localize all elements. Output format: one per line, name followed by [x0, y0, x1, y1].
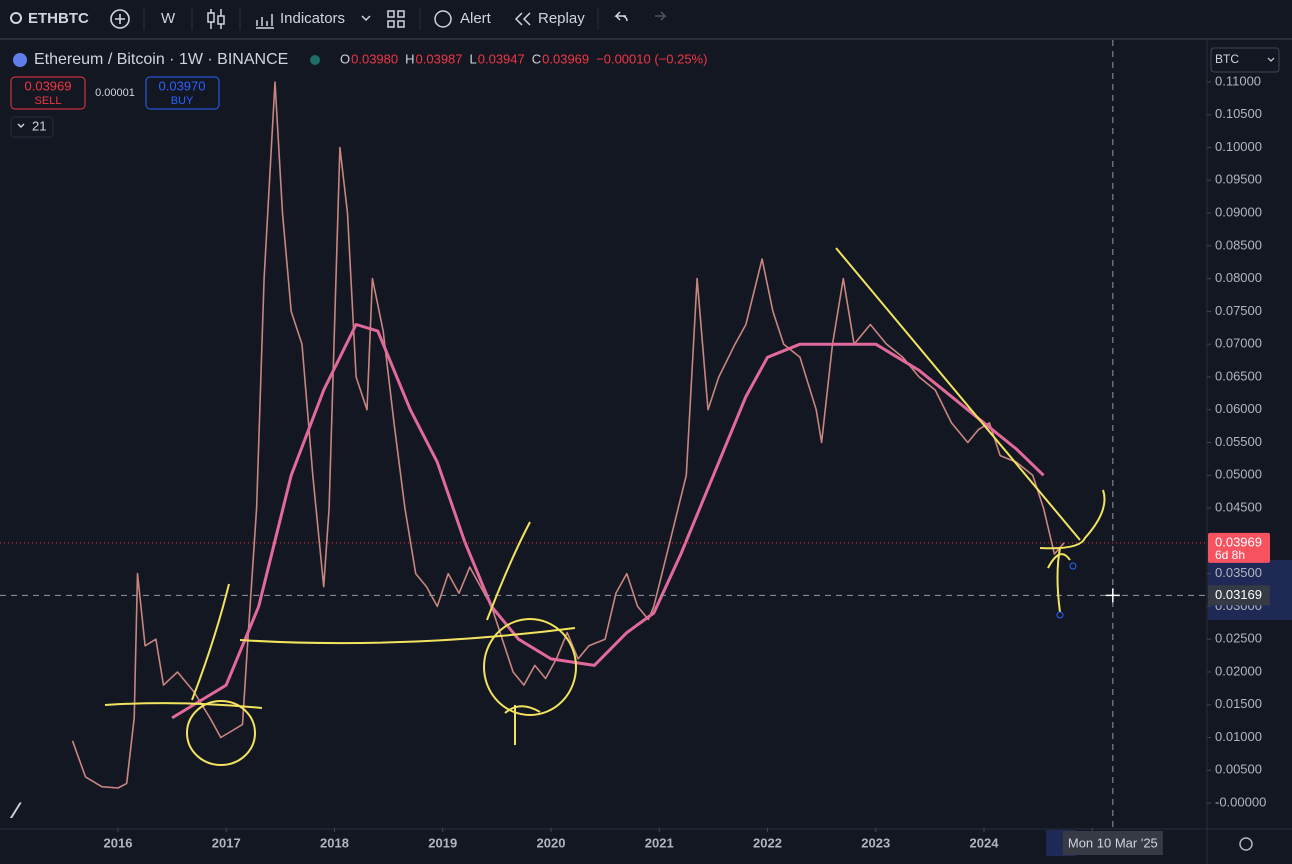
- undo[interactable]: [614, 11, 628, 22]
- x-tick-label: 2019: [428, 835, 457, 850]
- y-tick-label: 0.09500: [1215, 172, 1262, 187]
- add-icon: [115, 14, 125, 24]
- y-tick-label: 0.06000: [1215, 401, 1262, 416]
- x-tick-label: 2016: [104, 835, 133, 850]
- y-tick-label: 0.01500: [1215, 696, 1262, 711]
- ohlc-key: L: [470, 51, 477, 66]
- dropdown[interactable]: [361, 15, 371, 22]
- layout-icon[interactable]: [387, 10, 405, 28]
- y-tick-label: 0.08000: [1215, 270, 1262, 285]
- currency: BTC: [1215, 52, 1239, 66]
- y-tick-label: 0.07500: [1215, 303, 1262, 318]
- y-tick-label: 0.02000: [1215, 663, 1262, 678]
- ohlc-value: 0.03947: [478, 51, 525, 66]
- crosshair-date: Mon 10 Mar '25: [1068, 835, 1158, 850]
- x-tick-label: 2024: [970, 835, 1000, 850]
- moving-average: [171, 323, 1045, 720]
- chevron: [17, 123, 25, 128]
- interval[interactable]: W: [161, 10, 176, 27]
- search-icon[interactable]: [10, 12, 22, 24]
- x-tick-label: 2018: [320, 835, 349, 850]
- replay-icon[interactable]: [514, 12, 531, 26]
- last-price-label: 0.03969: [1215, 534, 1262, 549]
- y-tick-label: 0.10500: [1215, 106, 1262, 121]
- cursor: [1105, 588, 1120, 603]
- currency-select[interactable]: [1210, 47, 1280, 73]
- y-tick-label: 0.09000: [1215, 205, 1262, 220]
- market-status: [310, 55, 320, 65]
- ohlc-key: C: [532, 51, 541, 66]
- annotations: [104, 247, 1106, 766]
- replay[interactable]: Replay: [538, 10, 585, 27]
- sell-button[interactable]: [10, 76, 86, 110]
- x-tick-label: 2021: [645, 835, 674, 850]
- buy-button[interactable]: [145, 76, 220, 110]
- y-tick-label: 0.08500: [1215, 237, 1262, 252]
- y-tick-label: 0.01000: [1215, 729, 1262, 744]
- plot-area: [0, 40, 1207, 828]
- alert-icon[interactable]: [434, 10, 452, 28]
- handle: [1056, 611, 1064, 619]
- countdown: 6d 8h: [1215, 548, 1245, 562]
- y-tick-label: 0.05500: [1215, 434, 1262, 449]
- legend-title: Ethereum / Bitcoin · 1W · BINANCE: [34, 51, 288, 68]
- y-tick-label: 0.05000: [1215, 467, 1262, 482]
- x-tick-label: 2020: [537, 835, 566, 850]
- y-tick-label: -0.00000: [1215, 795, 1266, 810]
- ohlc-value: 0.03980: [351, 51, 398, 66]
- symbol-logo: [13, 53, 27, 67]
- y-tick-label: 0.10000: [1215, 139, 1262, 154]
- y-tick-label: 0.07000: [1215, 336, 1262, 351]
- y-tick-label: 0.00500: [1215, 762, 1262, 777]
- crosshair-price: 0.03169: [1215, 587, 1262, 602]
- symbol[interactable]: ETHBTC: [28, 10, 89, 27]
- add-symbol[interactable]: [110, 9, 130, 29]
- sell-price: 0.03969: [25, 78, 72, 93]
- indicator-toggle[interactable]: [10, 116, 54, 138]
- y-tick-label: 0.03500: [1215, 565, 1262, 580]
- x-tick-label: 2023: [861, 835, 890, 850]
- handle: [1069, 562, 1077, 570]
- price-line: [71, 81, 1065, 789]
- ohlc: O 0.03980 H 0.03987 L 0.03947 C 0.03969 −0.00010…: [340, 51, 707, 66]
- toolbar: [0, 0, 1292, 38]
- buy-price: 0.03970: [159, 78, 206, 93]
- ohlc-value: 0.03969: [542, 51, 589, 66]
- y-tick-label: 0.06500: [1215, 368, 1262, 383]
- change: −0.00010 (−0.25%): [596, 51, 707, 66]
- crosshair-date-box: [1062, 831, 1163, 855]
- ohlc-key: O: [340, 51, 350, 66]
- indicators-icon[interactable]: [256, 14, 274, 29]
- indicators[interactable]: Indicators: [280, 10, 345, 27]
- y-tick-label: 0.04500: [1215, 500, 1262, 515]
- ohlc-value: 0.03987: [416, 51, 463, 66]
- buy-label: BUY: [171, 95, 194, 107]
- last-price-box: [1208, 532, 1270, 563]
- chart-type-icon-body: [217, 15, 225, 25]
- y-tick-label: 0.02500: [1215, 631, 1262, 646]
- alert[interactable]: Alert: [460, 10, 492, 27]
- spread: 0.00001: [95, 87, 135, 99]
- sell-label: SELL: [35, 95, 62, 107]
- chevron: [1267, 57, 1275, 62]
- crosshair-price-box: [1208, 585, 1270, 606]
- settings[interactable]: [1239, 837, 1253, 851]
- indicator-count: 21: [32, 118, 46, 133]
- ohlc-key: H: [405, 51, 414, 66]
- x-tick-label: 2022: [753, 835, 782, 850]
- y-tick-label: 0.11000: [1215, 73, 1261, 88]
- x-tick-label: 2017: [212, 835, 241, 850]
- redo[interactable]: [655, 11, 667, 21]
- chart-type-icon-body: [207, 12, 215, 23]
